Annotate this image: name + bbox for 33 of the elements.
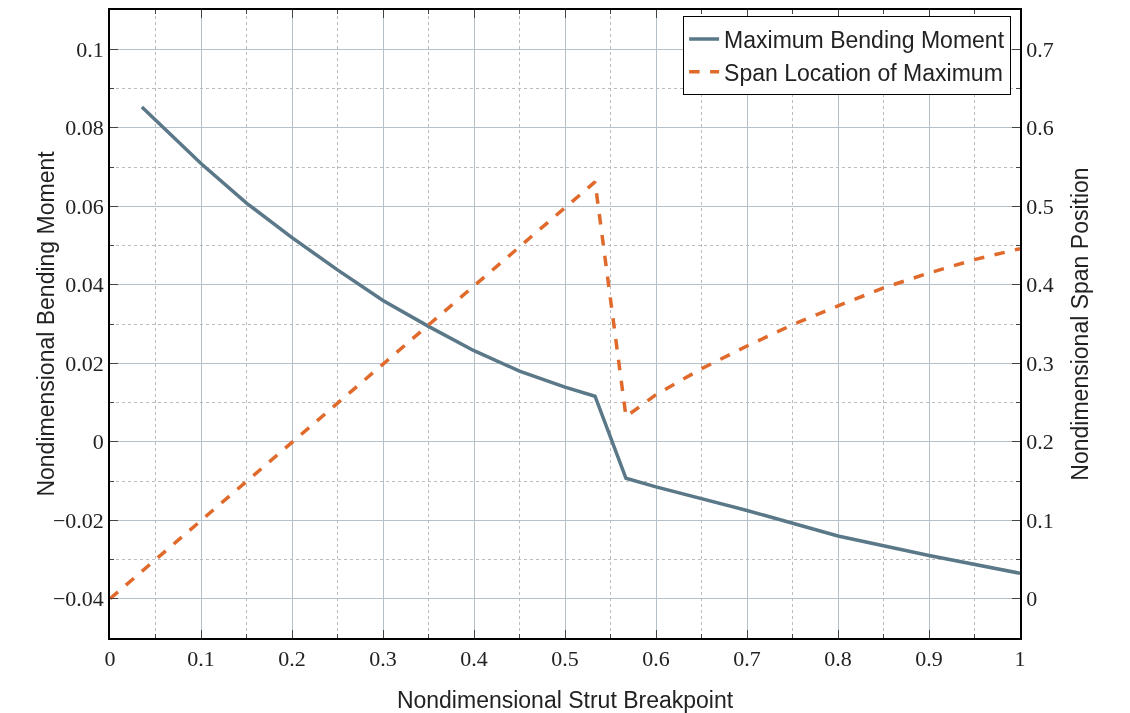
y2-axis-title: Nondimensional Span Position (1067, 167, 1093, 481)
y2-tick-label: 0.3 (1026, 350, 1054, 376)
x-tick-label: 0.4 (460, 646, 488, 672)
legend-label: Span Location of Maximum (724, 59, 1003, 86)
y-tick-label: 0.08 (65, 115, 104, 141)
x-tick-label: 0.5 (551, 646, 579, 672)
line-series (140, 105, 1020, 575)
x-tick-label: 1 (1014, 646, 1026, 672)
y2-tick-label: 0.4 (1026, 272, 1054, 298)
x-tick-label: 0.2 (278, 646, 306, 672)
x-tick-label: 0.6 (642, 646, 670, 672)
y-tick-label: −0.02 (52, 507, 104, 533)
y-tick-label: 0.02 (65, 350, 104, 376)
y-tick-label: 0.06 (65, 193, 104, 219)
x-tick-label: 0.1 (187, 646, 215, 672)
y2-tick-label: 0.2 (1026, 429, 1054, 455)
y-axis-title: Nondimensional Bending Moment (32, 150, 59, 497)
y2-tick-label: 0.7 (1026, 36, 1054, 62)
legend-label: Maximum Bending Moment (724, 26, 1005, 53)
x-axis-title: Nondimensional Strut Breakpoint (396, 687, 734, 713)
y2-tick-label: 0.5 (1026, 193, 1054, 219)
y2-tick-label: 0 (1026, 586, 1038, 612)
x-tick-label: 0.8 (824, 646, 852, 672)
y-tick-label: 0 (92, 429, 104, 455)
x-tick-label: 0.3 (369, 646, 397, 672)
line-series (110, 180, 1020, 601)
y-tick-label: 0.04 (65, 272, 104, 298)
y-tick-label: −0.04 (52, 586, 104, 612)
x-tick-label: 0.7 (733, 646, 761, 672)
x-tick-label: 0.9 (915, 646, 943, 672)
y-tick-label: 0.1 (76, 36, 104, 62)
y2-tick-label: 0.1 (1026, 507, 1054, 533)
y2-tick-label: 0.6 (1026, 115, 1054, 141)
